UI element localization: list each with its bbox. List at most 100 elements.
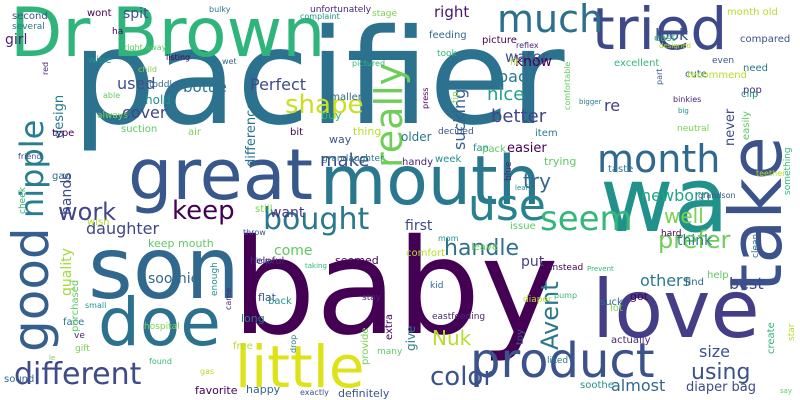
cloud-small-word-recommend: recommend <box>687 70 747 81</box>
cloud-word-bought: bought <box>263 202 370 237</box>
cloud-small-word-seemed: seemed <box>335 254 379 267</box>
cloud-small-word-decided: decided <box>438 127 474 137</box>
cloud-small-word-face: face <box>63 317 85 328</box>
cloud-small-word-blue: blue <box>504 161 514 181</box>
cloud-word-different: different <box>14 357 142 392</box>
cloud-word-difference: difference <box>244 101 259 167</box>
cloud-small-word-keep-mouth: keep mouth <box>148 237 214 250</box>
cloud-small-word-clip: clip <box>741 89 759 100</box>
cloud-small-word-big: big <box>678 107 689 115</box>
cloud-word-used: used <box>117 74 156 93</box>
cloud-small-word-came: came <box>224 287 233 310</box>
cloud-word-look: look <box>655 25 689 44</box>
cloud-word-others: others <box>640 271 691 290</box>
cloud-word-diaper-bag: diaper bag <box>686 380 757 395</box>
cloud-small-word-find: find <box>685 277 704 288</box>
cloud-small-word-say: say <box>780 387 793 395</box>
cloud-small-word-right-away: right away <box>124 43 167 52</box>
cloud-small-word-unfortunately: unfortunately <box>310 5 372 15</box>
cloud-word-product: product <box>470 333 655 389</box>
cloud-small-word-grandson: grandson <box>698 191 736 200</box>
cloud-small-word-hospital: hospital <box>144 322 180 332</box>
cloud-small-word-bigger: bigger <box>579 98 602 106</box>
cloud-small-word-need: need <box>743 63 768 74</box>
cloud-small-word-grandaughter: grandaughter <box>322 154 384 164</box>
cloud-small-word-long: long <box>241 312 265 325</box>
cloud-small-word-lot: lot <box>610 303 623 314</box>
cloud-small-word-help: help <box>707 270 729 281</box>
cloud-word-baby: baby <box>232 211 559 365</box>
cloud-word-easier: easier <box>507 141 547 156</box>
cloud-word-almost: almost <box>611 376 666 395</box>
cloud-small-word-able: able <box>103 91 121 100</box>
cloud-small-word-part: part <box>655 68 664 85</box>
cloud-small-word-wipe: wipe <box>88 55 112 66</box>
cloud-small-word-month-old: month old <box>727 7 778 18</box>
cloud-small-word-star: star <box>787 323 797 341</box>
cloud-word-really: really <box>367 62 411 168</box>
cloud-small-word-gag: gag <box>52 171 71 182</box>
cloud-small-word-second: second <box>12 11 48 22</box>
cloud-word-bottle: bottle <box>183 78 227 96</box>
cloud-word-spit: spit <box>123 6 149 22</box>
cloud-word-color: color <box>430 362 495 392</box>
cloud-word-make: make <box>320 150 370 171</box>
cloud-small-word-gift: gift <box>75 344 90 354</box>
cloud-small-word-even: even <box>712 56 735 66</box>
cloud-small-word-suction: suction <box>121 124 158 135</box>
cloud-word-good: good <box>2 227 60 352</box>
cloud-word-shape: shape <box>285 90 364 120</box>
cloud-word-wa: wa <box>600 148 729 253</box>
cloud-small-word-got: got <box>630 290 649 303</box>
cloud-word-re: re <box>604 96 621 115</box>
cloud-word-dr-brown: Dr Brown <box>10 0 326 73</box>
cloud-small-word-sound: sound <box>4 374 35 385</box>
cloud-word-tried: tried <box>592 0 728 63</box>
cloud-small-word-exactly: exactly <box>300 388 329 397</box>
cloud-small-word-fit: fit <box>510 58 520 68</box>
cloud-small-word-cheek: cheek <box>18 187 28 214</box>
cloud-small-word-wish: wish <box>87 217 110 228</box>
cloud-small-word-eastfeeding: eastfeeding <box>432 312 486 322</box>
cloud-word-great: great <box>128 134 314 216</box>
cloud-word-daughter: daughter <box>86 219 160 238</box>
cloud-small-word-several: several <box>12 22 45 32</box>
cloud-small-word-extra: extra <box>384 313 395 340</box>
cloud-small-word-neutral: neutral <box>677 124 710 134</box>
cloud-word-right: right <box>434 3 470 21</box>
cloud-small-word-pop: pop <box>743 85 762 96</box>
cloud-small-word-actually: actually <box>611 335 651 346</box>
cloud-small-word-teether: teether <box>756 169 786 178</box>
cloud-small-word-trying: trying <box>544 155 577 168</box>
cloud-small-word-give: give <box>404 325 418 351</box>
cloud-word-know: know <box>515 54 552 70</box>
cloud-small-word-reflex: reflex <box>516 41 539 50</box>
cloud-small-word-wet: wet <box>222 57 237 66</box>
cloud-small-word-red: red <box>41 61 50 75</box>
cloud-small-word-air: air <box>188 127 202 138</box>
cloud-word-nuk: Nuk <box>432 326 472 350</box>
cloud-small-word-toy: toy <box>515 329 526 345</box>
cloud-word-try: try <box>523 169 551 193</box>
cloud-small-word-comfort: comfort <box>406 248 446 259</box>
cloud-word-put: put <box>521 254 545 270</box>
cloud-word-water: water <box>505 48 548 66</box>
cloud-word-little: little <box>235 333 365 400</box>
cloud-small-word-older: older <box>401 130 432 144</box>
cloud-small-word-type: type <box>52 128 75 139</box>
cloud-word-doe: doe <box>98 284 221 361</box>
cloud-word-never: never <box>723 108 738 146</box>
cloud-small-word-buy: buy <box>321 109 342 122</box>
cloud-small-word-taking: taking <box>305 262 327 270</box>
cloud-small-word-kid: kid <box>430 281 444 291</box>
cloud-word-love: love <box>592 263 760 356</box>
cloud-word-month: month <box>597 137 721 181</box>
cloud-small-word-comfortable: comfortable <box>563 61 572 110</box>
cloud-small-word-hard: hard <box>661 229 682 239</box>
cloud-small-word-taste: taste <box>608 164 634 175</box>
cloud-small-word-way: way <box>329 133 352 146</box>
cloud-small-word-suck: suck <box>600 297 623 308</box>
cloud-word-better: better <box>491 106 547 127</box>
cloud-small-word-found: found <box>149 357 172 366</box>
cloud-small-word-bulky: bulky <box>209 5 231 14</box>
